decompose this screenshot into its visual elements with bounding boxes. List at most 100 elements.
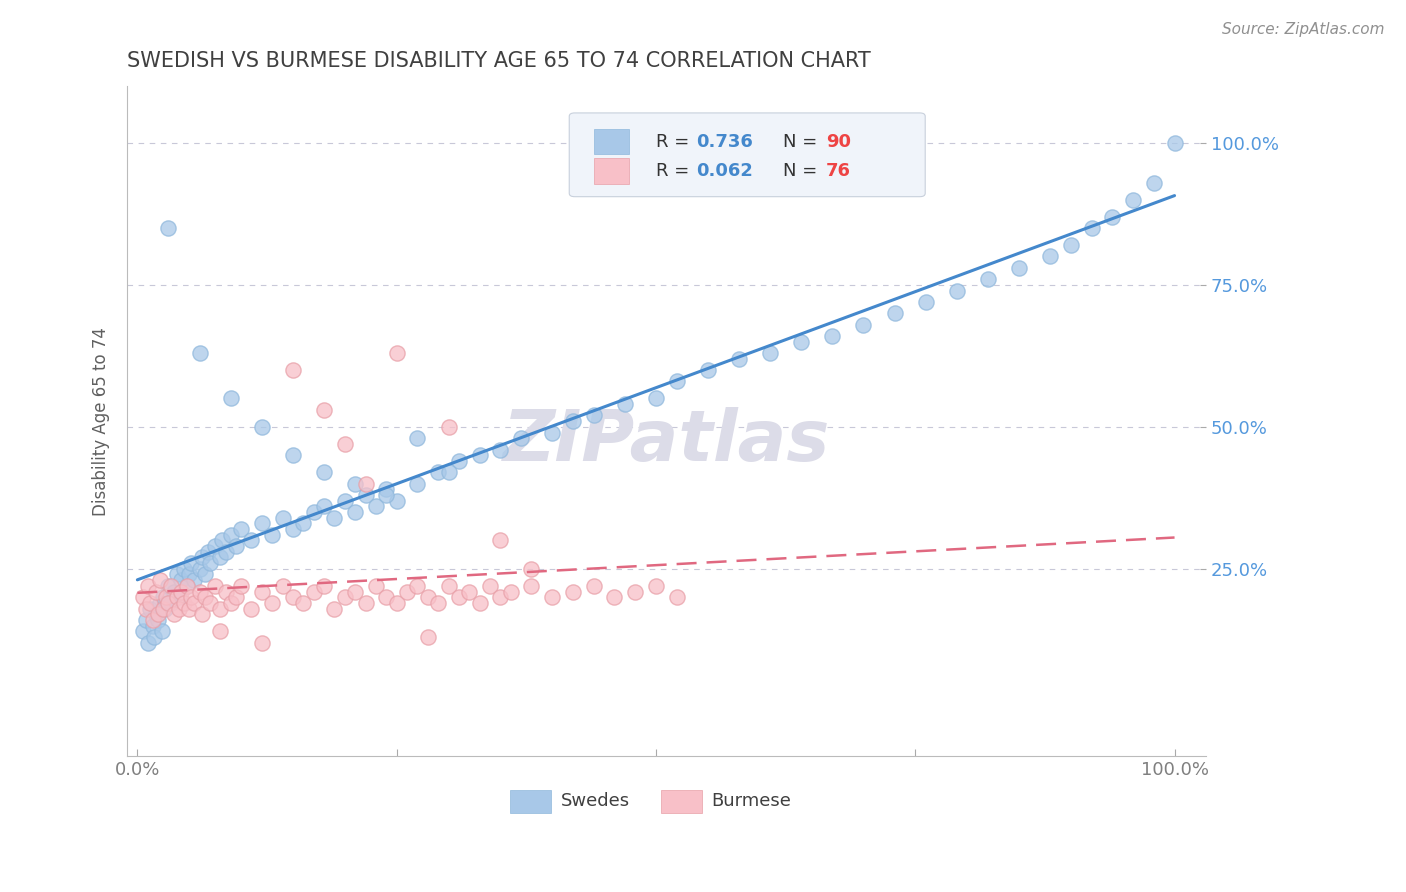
Point (219, 596, 242, 610)
Point (209, 624, 232, 639)
Point (179, 601, 201, 615)
Point (157, 221, 180, 235)
Point (142, 613, 165, 627)
Point (510, 431, 533, 445)
Point (204, 579, 226, 593)
Point (582, 409, 605, 423)
Point (229, 522, 252, 536)
Point (333, 493, 356, 508)
Point (427, 465, 450, 479)
Point (375, 483, 398, 497)
Point (395, 584, 418, 599)
Point (173, 562, 195, 576)
Point (344, 584, 367, 599)
Point (219, 392, 242, 406)
Point (333, 590, 356, 604)
Point (385, 596, 408, 610)
Point (271, 579, 294, 593)
Point (354, 596, 377, 610)
Point (312, 500, 335, 514)
Point (562, 584, 585, 599)
Point (145, 607, 167, 622)
Point (157, 596, 180, 610)
Point (155, 601, 177, 615)
Point (945, 284, 967, 298)
Point (131, 590, 153, 604)
Point (458, 584, 481, 599)
Point (209, 601, 232, 615)
Point (1080, 221, 1102, 235)
Point (197, 545, 219, 559)
Point (416, 590, 439, 604)
Point (146, 613, 169, 627)
Point (135, 601, 157, 615)
Point (240, 601, 263, 615)
Bar (595, 129, 628, 154)
Point (489, 533, 512, 548)
Point (167, 601, 190, 615)
Point (229, 579, 252, 593)
Point (176, 579, 198, 593)
Point (354, 476, 377, 491)
Point (188, 562, 211, 576)
Point (139, 596, 162, 610)
Point (131, 624, 153, 639)
Point (179, 567, 201, 582)
Point (665, 375, 688, 389)
Point (977, 272, 1000, 286)
FancyBboxPatch shape (569, 113, 925, 196)
Point (437, 420, 460, 434)
Point (146, 607, 169, 622)
Point (194, 590, 217, 604)
Point (281, 522, 304, 536)
Point (541, 590, 564, 604)
Point (613, 397, 636, 411)
Point (250, 635, 273, 649)
Point (437, 465, 460, 479)
Point (302, 505, 325, 519)
Point (406, 431, 429, 445)
Point (312, 579, 335, 593)
Point (209, 550, 232, 565)
Point (190, 607, 212, 622)
Point (479, 579, 502, 593)
Point (163, 607, 186, 622)
Point (385, 493, 408, 508)
Point (136, 635, 159, 649)
Point (250, 516, 273, 531)
Bar (510, 789, 551, 814)
Point (354, 488, 377, 502)
Point (385, 346, 408, 360)
Point (194, 567, 217, 582)
Point (883, 306, 905, 320)
Point (582, 579, 605, 593)
Point (1143, 176, 1166, 190)
Point (281, 448, 304, 462)
Text: 76: 76 (825, 162, 851, 180)
Point (603, 590, 626, 604)
Point (240, 533, 263, 548)
Point (499, 584, 522, 599)
Point (914, 294, 936, 309)
Point (416, 630, 439, 644)
Bar (661, 789, 702, 814)
Point (323, 601, 346, 615)
Point (645, 579, 668, 593)
Point (157, 579, 180, 593)
Point (447, 590, 470, 604)
Point (219, 527, 242, 541)
Point (188, 346, 211, 360)
Point (364, 579, 387, 593)
Point (159, 579, 181, 593)
Point (696, 363, 718, 377)
Point (427, 596, 450, 610)
Text: ZIPatlas: ZIPatlas (502, 407, 830, 475)
Point (562, 414, 585, 428)
Point (468, 596, 491, 610)
Point (1163, 136, 1185, 150)
Point (375, 488, 398, 502)
Text: N =: N = (783, 133, 823, 151)
Point (364, 500, 387, 514)
Point (166, 567, 188, 582)
Point (149, 573, 172, 587)
